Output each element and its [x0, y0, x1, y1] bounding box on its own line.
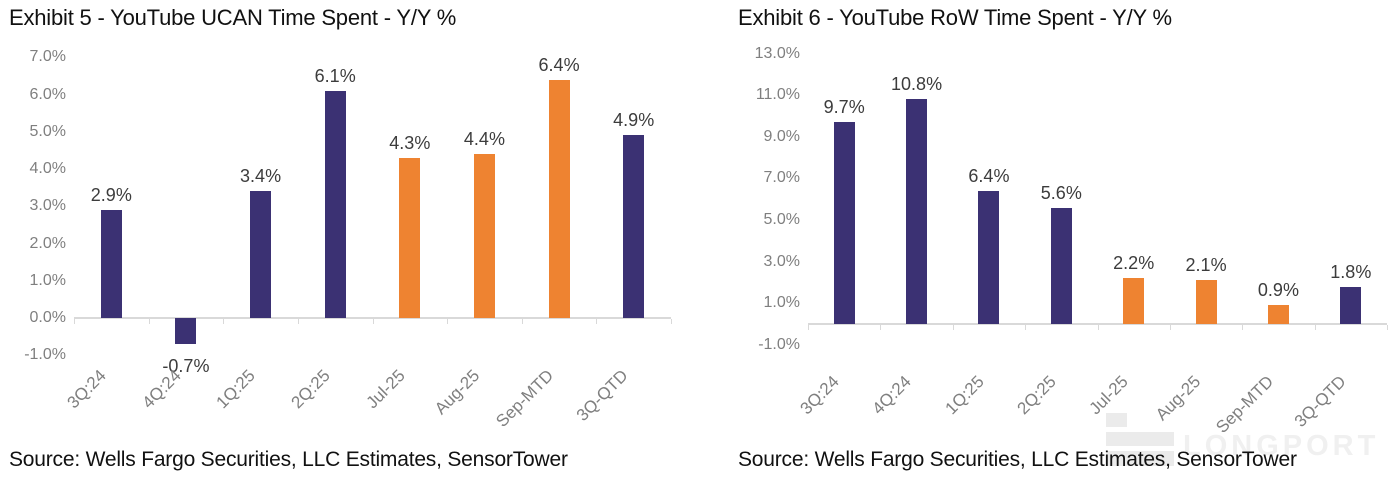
- y-axis-tick-label: 3.0%: [763, 252, 800, 270]
- y-axis-tick-label: 5.0%: [29, 122, 66, 140]
- bar-2Q:25: [1050, 207, 1072, 324]
- x-axis-category-label: Jul-25: [1085, 372, 1133, 419]
- x-axis-category-label: 2Q:25: [1013, 372, 1060, 419]
- x-axis-category-label: 1Q:25: [941, 372, 988, 419]
- longport-logo-icon: [1106, 432, 1174, 446]
- bar-3Q:24: [100, 209, 122, 318]
- bar-Aug-25: [473, 154, 495, 318]
- bar-value-label: 1.8%: [1330, 261, 1372, 282]
- y-axis-tick-label: 4.0%: [29, 160, 66, 177]
- y-axis-tick-label: -1.0%: [758, 335, 800, 353]
- bar-4Q:24: [175, 318, 197, 345]
- y-axis-tick-label: 5.0%: [763, 211, 800, 228]
- bar-Jul-25: [399, 157, 421, 318]
- x-axis-tick-mark: [522, 319, 523, 324]
- x-axis-tick-mark: [596, 319, 597, 324]
- x-axis-tick-mark: [671, 319, 672, 324]
- bar-value-label: 2.9%: [90, 184, 132, 205]
- bar-Aug-25: [1195, 280, 1217, 324]
- x-axis-tick-mark: [298, 319, 299, 324]
- y-axis-tick-label: 6.0%: [29, 85, 66, 103]
- y-axis-tick-label: 7.0%: [763, 169, 800, 187]
- longport-logo-icon: [1106, 451, 1174, 466]
- bar-Sep-MTD: [548, 79, 570, 318]
- bar-value-label: 3.4%: [240, 166, 282, 187]
- bar-value-label: -0.7%: [162, 356, 210, 377]
- y-axis-tick-label: 11.0%: [755, 86, 800, 104]
- x-axis-tick-mark: [880, 325, 881, 330]
- bar-value-label: 10.8%: [891, 74, 943, 95]
- bar-value-label: 6.4%: [968, 165, 1010, 186]
- source-note: Source: Wells Fargo Securities, LLC Esti…: [9, 448, 568, 471]
- bar-3Q-QTD: [623, 135, 645, 318]
- x-axis-category-label: 3Q:24: [63, 366, 110, 413]
- y-axis-tick-label: 0.0%: [29, 309, 66, 326]
- y-axis-tick-label: 13.0%: [754, 44, 800, 62]
- bar-2Q:25: [324, 90, 346, 318]
- bar-1Q:25: [250, 191, 272, 318]
- y-axis-tick-label: 1.0%: [763, 294, 800, 312]
- x-axis-category-label: 2Q:25: [287, 366, 334, 413]
- x-axis-category-label: 3Q-QTD: [573, 366, 633, 425]
- x-axis-tick-mark: [149, 319, 150, 324]
- x-axis-tick-mark: [373, 319, 374, 324]
- bar-4Q:24: [906, 99, 928, 324]
- exhibit-6-chart-panel: Exhibit 6 - YouTube RoW Time Spent - Y/Y…: [700, 0, 1399, 480]
- bar-value-label: 0.9%: [1257, 280, 1299, 301]
- x-axis-category-label: Sep-MTD: [492, 366, 558, 431]
- bar-1Q:25: [978, 190, 1000, 324]
- bar-value-label: 6.1%: [314, 65, 356, 86]
- y-axis-tick-label: 2.0%: [29, 234, 66, 252]
- bar-value-label: 4.9%: [613, 110, 655, 131]
- x-axis-category-label: Aug-25: [1152, 372, 1205, 425]
- x-axis-category-label: Jul-25: [362, 366, 409, 413]
- x-axis-tick-mark: [1387, 325, 1388, 330]
- x-axis-category-label: Aug-25: [430, 366, 483, 419]
- x-axis-tick-mark: [953, 325, 954, 330]
- x-axis-tick-mark: [1315, 325, 1316, 330]
- x-axis-tick-mark: [1242, 325, 1243, 330]
- bar-Sep-MTD: [1267, 305, 1289, 324]
- exhibit-5-chart-panel: Exhibit 5 - YouTube UCAN Time Spent - Y/…: [0, 0, 699, 480]
- y-axis-tick-label: 1.0%: [29, 271, 66, 289]
- bar-value-label: 9.7%: [823, 97, 865, 118]
- chart-title: Exhibit 6 - YouTube RoW Time Spent - Y/Y…: [738, 5, 1172, 30]
- longport-logo-icon: [1106, 413, 1127, 427]
- bar-value-label: 2.1%: [1185, 255, 1227, 276]
- x-axis-tick-mark: [1025, 325, 1026, 330]
- bar-Jul-25: [1123, 278, 1145, 324]
- x-axis-category-label: Sep-MTD: [1212, 372, 1277, 437]
- bar-value-label: 4.4%: [463, 129, 505, 150]
- x-axis-category-label: 4Q:24: [868, 372, 915, 419]
- x-axis-tick-mark: [1098, 325, 1099, 330]
- bar-3Q-QTD: [1340, 286, 1362, 324]
- x-axis-tick-mark: [1170, 325, 1171, 330]
- bar-value-label: 6.4%: [538, 54, 580, 75]
- bar-chart-plot-area: 13.0% 11.0% 9.0% 7.0% 5.0% 3.0% 1.0% -1.0% 9.7% 3…: [700, 0, 1399, 480]
- chart-title: Exhibit 5 - YouTube UCAN Time Spent - Y/…: [9, 5, 457, 30]
- x-axis-tick-mark: [808, 325, 809, 330]
- bar-value-label: 4.3%: [389, 132, 431, 153]
- bar-value-label: 5.6%: [1040, 182, 1082, 203]
- bar-3Q:24: [833, 122, 855, 324]
- x-axis-baseline: [74, 317, 671, 319]
- x-axis-tick-mark: [223, 319, 224, 324]
- y-axis-tick-label: 3.0%: [29, 197, 66, 215]
- source-note: Source: Wells Fargo Securities, LLC Esti…: [738, 448, 1297, 471]
- y-axis-tick-label: 7.0%: [29, 48, 66, 66]
- watermark-text: LONGPORT: [1183, 430, 1380, 462]
- y-axis-tick-label: -1.0%: [24, 346, 66, 364]
- bar-value-label: 2.2%: [1113, 253, 1155, 274]
- x-axis-category-label: 3Q-QTD: [1290, 372, 1350, 431]
- x-axis-baseline: [808, 323, 1387, 325]
- x-axis-category-label: 3Q:24: [796, 372, 843, 419]
- x-axis-tick-mark: [74, 319, 75, 324]
- x-axis-tick-mark: [447, 319, 448, 324]
- bar-chart-plot-area: 7.0% 6.0% 5.0% 4.0% 3.0% 2.0% 1.0% 0.0% -1.0% 2.9…: [0, 0, 699, 480]
- y-axis-tick-label: 9.0%: [763, 127, 800, 145]
